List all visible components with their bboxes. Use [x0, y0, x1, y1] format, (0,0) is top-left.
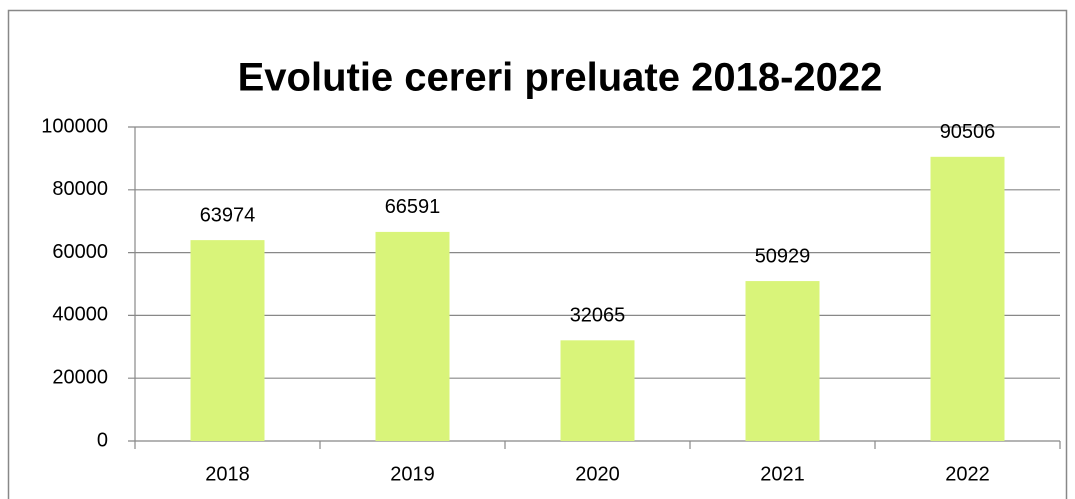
- bar: [190, 240, 265, 441]
- chart-title: Evolutie cereri preluate 2018-2022: [238, 56, 883, 100]
- x-tick-label: 2019: [390, 463, 435, 485]
- bar: [375, 231, 450, 441]
- y-tick-label: 60000: [52, 241, 108, 263]
- x-tick-label: 2021: [760, 463, 805, 485]
- bar: [745, 281, 820, 441]
- x-tick-label: 2022: [945, 463, 990, 485]
- y-tick-label: 100000: [41, 115, 108, 137]
- data-label: 66591: [385, 196, 441, 218]
- y-tick-label: 80000: [52, 178, 108, 200]
- bar: [560, 340, 635, 441]
- y-tick-label: 0: [97, 429, 108, 451]
- data-label: 63974: [200, 204, 256, 226]
- x-tick-label: 2020: [575, 463, 620, 485]
- data-label: 50929: [755, 245, 811, 267]
- y-tick-label: 40000: [52, 304, 108, 326]
- data-label: 32065: [570, 305, 626, 327]
- chart-frame: [7, 9, 1068, 499]
- y-tick-label: 20000: [52, 366, 108, 388]
- data-label: 90506: [940, 121, 996, 143]
- bar: [930, 156, 1005, 441]
- x-tick-label: 2018: [205, 463, 250, 485]
